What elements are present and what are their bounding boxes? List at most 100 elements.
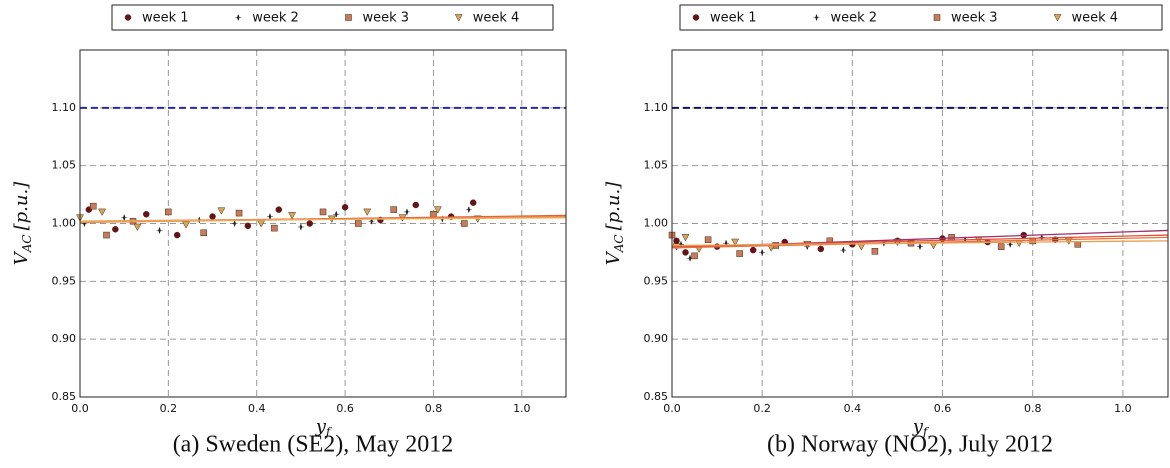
point [465, 205, 472, 214]
point [682, 249, 689, 256]
legend-label: week 4 [473, 11, 520, 26]
x-tick-label: 0.8 [1024, 402, 1042, 415]
point [731, 238, 740, 247]
legend-label: week 4 [1072, 11, 1119, 26]
y-tick-label: 1.00 [644, 217, 669, 230]
point [840, 246, 847, 254]
y-tick-label: 1.10 [644, 101, 669, 114]
point [871, 248, 879, 255]
point [469, 199, 477, 206]
x-axis-label-main: y [315, 416, 327, 437]
point [209, 213, 216, 220]
x-tick-label: 0.0 [71, 402, 89, 415]
y-axis-label-sub: AC [612, 234, 626, 253]
point [275, 206, 283, 213]
x-axis-label: yf [912, 416, 930, 439]
point [235, 209, 243, 217]
point [333, 210, 340, 219]
y-axis-label: VAC [p.u.] [11, 181, 34, 265]
caption: (b) Norway (NO2), July 2012 [767, 432, 1053, 458]
point [704, 236, 712, 243]
point [749, 246, 757, 254]
point [461, 220, 468, 227]
point [355, 220, 362, 227]
point [390, 206, 397, 213]
y-tick-label: 1.05 [644, 159, 669, 172]
point [297, 223, 304, 231]
y-tick-label: 1.05 [52, 159, 77, 172]
point [681, 234, 690, 242]
point [200, 229, 207, 237]
point [433, 206, 442, 214]
plot-frame [671, 49, 1169, 398]
y-tick-label: 0.85 [52, 390, 77, 403]
point [288, 212, 296, 220]
point [244, 222, 252, 230]
x-tick-label: 0.6 [934, 402, 952, 415]
point [759, 248, 766, 257]
point [893, 238, 902, 247]
point [1053, 14, 1062, 22]
y-tick-label: 0.95 [644, 274, 669, 287]
point [173, 231, 181, 239]
y-axis-label-main: V [603, 250, 624, 265]
point [165, 208, 172, 216]
point [692, 14, 700, 21]
fit-line [79, 217, 567, 222]
x-tick-label: 0.6 [336, 402, 354, 415]
x-tick-label: 1.0 [513, 402, 531, 415]
x-tick-label: 0.8 [425, 402, 443, 415]
y-axis-label-main: V [11, 250, 32, 265]
point [345, 14, 352, 21]
y-axis-label-sub: AC [20, 234, 34, 253]
point [403, 208, 410, 216]
y-tick-label: 0.95 [52, 274, 77, 287]
x-axis-label-sub: f [325, 425, 333, 439]
point [217, 207, 226, 215]
point [112, 226, 119, 233]
point [368, 217, 375, 225]
point [454, 14, 463, 22]
legend [679, 4, 1163, 31]
x-axis-label-sub: f [922, 425, 930, 439]
x-axis-label-main: y [912, 416, 924, 437]
point [103, 231, 110, 239]
y-axis-label-rest: [p.u.] [11, 181, 32, 231]
legend-label: week 1 [710, 11, 757, 26]
point [231, 219, 238, 228]
y-tick-label: 0.90 [644, 332, 669, 345]
point [156, 226, 163, 235]
y-tick-label: 0.90 [52, 332, 77, 345]
legend-label: week 2 [252, 11, 299, 26]
point [412, 201, 420, 209]
y-axis-label: VAC [p.u.] [603, 181, 626, 265]
point [1007, 240, 1014, 249]
point [363, 208, 372, 216]
caption: (a) Sweden (SE2), May 2012 [173, 432, 454, 458]
legend-label: week 2 [831, 11, 878, 26]
x-tick-label: 0.2 [160, 402, 178, 415]
x-axis-label: yf [315, 416, 333, 439]
y-axis-label-rest: [p.u.] [603, 181, 624, 231]
x-tick-label: 1.0 [1114, 402, 1132, 415]
y-tick-label: 0.85 [644, 390, 669, 403]
point [98, 208, 107, 216]
y-tick-label: 1.10 [52, 101, 77, 114]
legend-label: week 3 [363, 11, 410, 26]
x-tick-label: 0.0 [663, 402, 681, 415]
point [933, 14, 941, 21]
point [133, 223, 142, 231]
point [813, 13, 820, 22]
point [817, 245, 825, 253]
point [430, 210, 437, 218]
point [143, 210, 150, 218]
x-tick-label: 0.4 [844, 402, 862, 415]
legend-label: week 3 [951, 11, 998, 26]
plot-frame [79, 49, 567, 398]
legend [111, 4, 554, 31]
point [235, 13, 242, 22]
point [271, 224, 278, 232]
point [673, 237, 680, 245]
x-tick-label: 0.4 [248, 402, 266, 415]
